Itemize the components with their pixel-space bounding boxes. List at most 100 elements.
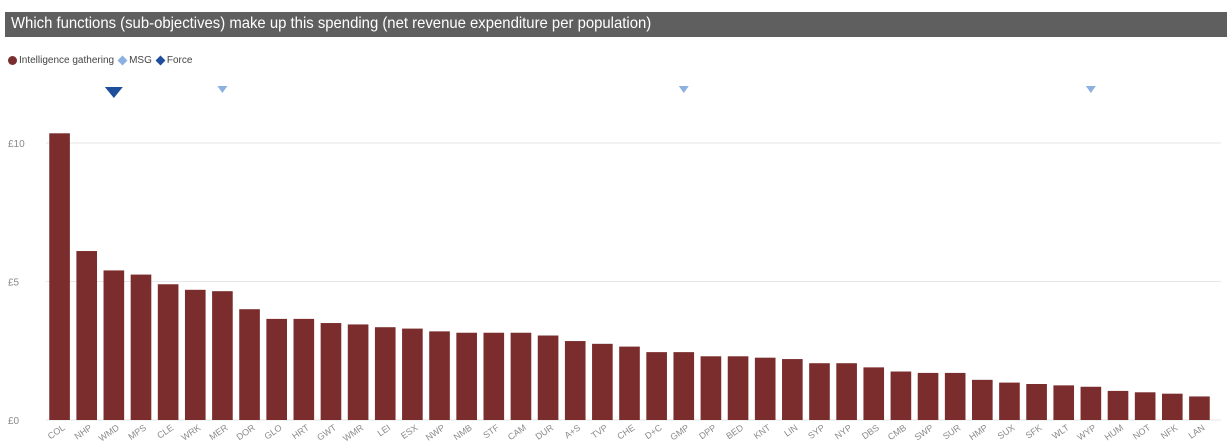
chart-legend: Intelligence gathering MSG Force [8,53,195,67]
bar [782,359,803,420]
legend-item-intelligence[interactable]: Intelligence gathering [8,55,114,66]
x-tick-label: GLO [263,422,284,441]
x-tick-label: CMB [886,422,908,442]
bar [863,367,885,420]
legend-item-force[interactable]: Force [155,54,193,66]
bar [673,352,695,420]
bar [293,318,315,420]
x-tick-label: COL [46,422,67,441]
x-tick-label: TVP [589,422,609,440]
x-tick-label: WLT [1050,422,1071,441]
x-tick-label: NHP [73,422,94,441]
bar [1053,385,1075,420]
x-tick-label: GMP [668,422,691,442]
bar [564,341,586,420]
x-tick-label: ESX [399,422,419,441]
bar [700,356,722,420]
bar [483,332,505,420]
bar [727,356,749,420]
bar [402,328,423,420]
bar [1134,392,1156,420]
bar [76,251,98,420]
x-tick-label: NYP [833,422,854,441]
bar [890,371,912,420]
bar [347,324,369,420]
y-tick-label: £5 [8,278,20,289]
bar [619,346,640,420]
x-tick-label: NMB [452,422,474,442]
msg-marker [678,86,689,93]
bar [510,332,532,420]
bar [646,352,667,420]
bar [1189,396,1210,420]
x-tick-label: WRK [179,422,202,442]
legend-item-msg[interactable]: MSG [117,55,152,66]
x-tick-label: STF [481,422,501,440]
bar [972,379,993,420]
x-tick-label: MER [207,422,230,442]
bar [836,363,857,420]
bar [944,372,966,420]
x-tick-label: CHE [615,422,636,441]
chart-title-bar: Which functions (sub-objectives) make up… [5,12,1227,37]
x-tick-label: WYP [1075,422,1098,442]
bar [456,332,477,420]
bar [999,382,1020,420]
x-tick-label: SUR [941,422,963,441]
x-tick-label: CAM [506,422,528,442]
x-tick-label: HRT [290,422,311,441]
msg-marker [217,86,228,93]
x-tick-label: DOR [235,422,258,442]
bar [49,133,70,420]
x-tick-label: NOT [1131,422,1153,441]
bar [1107,390,1129,420]
bar [266,318,287,420]
bar [1026,383,1047,420]
y-tick-label: £10 [8,139,25,150]
bar [1080,386,1102,420]
x-tick-label: NWP [424,422,447,442]
legend-label-force: Force [166,54,193,66]
bar [429,331,450,420]
x-tick-label: SFK [1024,422,1044,440]
bar [917,372,939,420]
x-tick-label: DPP [697,422,718,441]
bar [537,335,559,420]
y-tick-label: £0 [8,416,20,427]
bar [184,289,206,420]
x-tick-label: SWP [913,422,936,442]
bar [212,291,233,420]
bar [1161,393,1183,420]
bar [103,270,125,420]
x-tick-label: LEI [376,422,393,438]
x-tick-label: HUM [1103,422,1126,442]
bar [130,274,152,420]
msg-marker [1085,86,1096,93]
bar [239,309,260,420]
legend-label-intelligence: Intelligence gathering [19,54,115,66]
force-marker [104,87,123,98]
x-tick-label: LAN [1186,422,1206,440]
x-tick-label: MPS [126,422,148,441]
x-tick-label: HMP [967,422,989,442]
x-tick-label: D+C [643,422,664,441]
x-tick-label: WMR [341,422,366,443]
x-tick-label: DBS [860,422,881,441]
bar [374,327,396,420]
bar [320,323,342,420]
bar [754,357,776,420]
bar [157,284,179,420]
x-tick-label: KNT [752,422,773,441]
x-tick-label: GWT [315,422,338,443]
x-tick-label: LIN [782,422,799,438]
bar [809,363,830,420]
x-tick-label: SUX [996,422,1017,441]
bar [592,343,613,420]
x-tick-label: DUR [534,422,556,442]
x-tick-label: SYP [806,422,826,441]
x-tick-label: A+S [562,422,582,440]
x-tick-label: BED [724,422,745,441]
chart-title: Which functions (sub-objectives) make up… [11,15,652,32]
x-tick-label: CLE [155,422,175,440]
